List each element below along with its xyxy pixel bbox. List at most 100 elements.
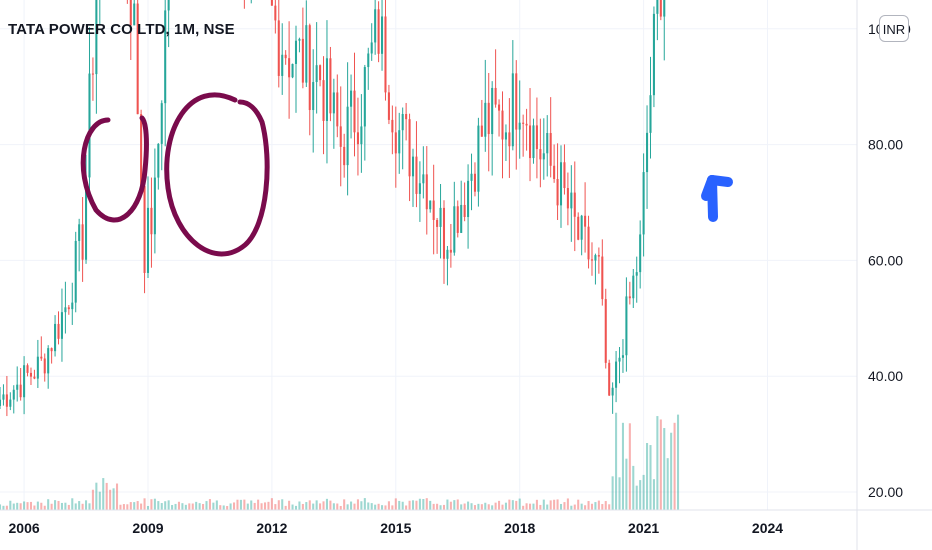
volume-bar <box>418 498 421 510</box>
volume-bar <box>394 498 397 510</box>
volume-bar <box>60 502 63 510</box>
candle-body <box>381 16 384 54</box>
volume-bar <box>277 500 280 510</box>
volume-bar <box>157 501 160 510</box>
candle-body <box>325 58 329 121</box>
candle-body <box>60 312 63 339</box>
volume-bar <box>401 501 404 510</box>
volume-bar <box>9 500 12 510</box>
volume-bar <box>171 505 174 510</box>
volume-bar <box>43 505 46 510</box>
volume-bar <box>553 499 556 510</box>
volume-bar <box>374 504 377 510</box>
volume-bar <box>167 500 170 510</box>
volume-bar <box>164 501 167 510</box>
candle-body <box>615 361 618 388</box>
candle-body <box>429 200 432 210</box>
volume-bar <box>0 504 2 510</box>
candle-body <box>339 126 342 147</box>
candle-body <box>288 58 291 78</box>
volume-bar <box>54 500 57 510</box>
candle-body <box>95 0 98 75</box>
candle-body <box>539 149 542 160</box>
volume-bar <box>670 432 673 510</box>
volume-bar <box>580 503 583 510</box>
chart-title: TATA POWER CO LTD, 1M, NSE <box>8 21 235 38</box>
volume-bar <box>71 498 74 510</box>
volume-bar <box>473 505 476 510</box>
volume-bar <box>387 501 390 510</box>
candle-body <box>391 119 394 133</box>
volume-bar <box>542 499 545 510</box>
volume-bar <box>363 498 366 510</box>
candle-body <box>294 40 298 64</box>
volume-bar <box>439 505 442 510</box>
volume-bar <box>105 482 108 510</box>
candle-body <box>473 173 476 192</box>
volume-bar <box>294 505 298 510</box>
currency-button[interactable]: INR <box>879 15 909 42</box>
volume-bar <box>525 503 528 510</box>
volume-bar <box>432 503 435 510</box>
volume-bar <box>408 500 411 510</box>
volume-bar <box>415 500 418 510</box>
x-tick-label: 2018 <box>504 520 535 536</box>
volume-bar <box>604 501 607 510</box>
volume-bar <box>184 504 187 510</box>
volume-bar <box>5 505 8 510</box>
volume-bar <box>350 501 353 510</box>
volume-bar <box>91 489 94 510</box>
candle-body <box>384 16 387 93</box>
volume-bar <box>188 503 191 510</box>
volume-bar <box>566 498 569 510</box>
candle-body <box>50 348 53 352</box>
candle-body <box>374 9 377 43</box>
candle-body <box>315 65 318 83</box>
volume-bar <box>212 502 215 510</box>
volume-bars <box>0 412 680 510</box>
volume-bar <box>305 502 308 510</box>
chart-grid <box>0 0 857 510</box>
volume-bar <box>112 488 115 510</box>
candle-body <box>642 172 645 235</box>
candle-body <box>153 177 156 235</box>
candle-body <box>312 82 315 111</box>
candle-body <box>442 207 446 259</box>
candle-body <box>556 179 559 206</box>
candle-body <box>639 234 642 273</box>
candle-body <box>549 133 552 166</box>
candle-body <box>494 87 497 105</box>
volume-bar <box>95 482 98 510</box>
candle-body <box>525 123 528 126</box>
volume-bar <box>263 502 267 510</box>
candle-body <box>504 132 507 140</box>
volume-bar <box>491 505 494 510</box>
volume-bar <box>181 503 184 510</box>
candle-body <box>360 126 363 145</box>
candle-body <box>2 394 5 400</box>
candle-body <box>570 192 573 209</box>
candle-body <box>590 259 594 261</box>
volume-bar <box>109 489 112 510</box>
volume-bar <box>246 503 249 510</box>
candle-body <box>439 207 442 227</box>
volume-bar <box>498 500 501 510</box>
price-axis-bg <box>857 0 932 510</box>
volume-bar <box>436 503 439 510</box>
candle-body <box>511 73 514 147</box>
volume-bar <box>470 503 473 510</box>
candle-body <box>305 25 308 83</box>
candle-body <box>140 114 143 186</box>
volume-bar <box>140 503 143 510</box>
volume-bar <box>198 503 201 510</box>
candle-body <box>64 307 67 313</box>
volume-bar <box>78 501 81 510</box>
volume-bar <box>611 476 614 510</box>
candle-body <box>150 207 153 235</box>
volume-bar <box>590 503 594 510</box>
candle-body <box>522 122 525 124</box>
volume-bar <box>308 500 311 510</box>
candle-body <box>343 146 346 166</box>
volume-bar <box>549 500 552 510</box>
